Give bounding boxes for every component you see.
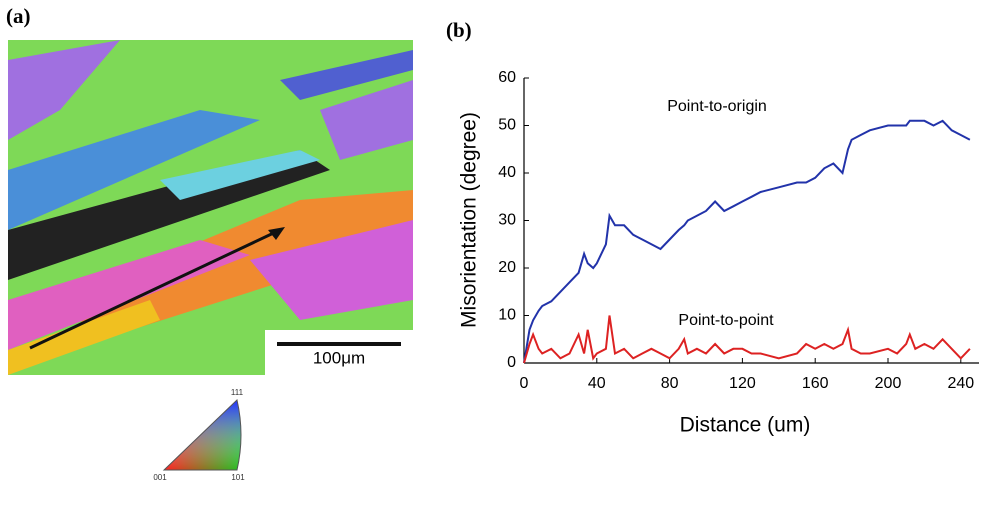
y-tick-label: 60 [498, 69, 516, 86]
triangle-label: 001 [153, 473, 167, 482]
y-tick-label: 10 [498, 307, 516, 324]
x-tick-label: 200 [875, 375, 902, 392]
x-axis-label: Distance (um) [680, 414, 811, 437]
ipf-triangle: 111 001 101 [153, 388, 245, 482]
y-tick-label: 0 [507, 354, 516, 371]
triangle-label: 111 [231, 388, 244, 397]
x-tick-label: 0 [520, 375, 529, 392]
panel-label: (b) [446, 18, 472, 42]
triangle-label: 101 [231, 473, 245, 482]
y-axis-label: Misorientation (degree) [458, 112, 481, 328]
annotation: Point-to-origin [667, 98, 767, 115]
y-tick-label: 30 [498, 212, 516, 229]
y-tick-label: 50 [498, 117, 516, 134]
scale-bar-label: 100μm [313, 348, 365, 367]
line [523, 119, 971, 364]
x-tick-label: 240 [947, 375, 974, 392]
ebsd-map: 100μm [8, 40, 413, 375]
x-tick-label: 80 [661, 375, 679, 392]
line [523, 315, 971, 364]
x-tick-label: 160 [802, 375, 829, 392]
y-tick-label: 40 [498, 164, 516, 181]
x-tick-label: 120 [729, 375, 756, 392]
panel-label: (a) [6, 4, 31, 28]
annotation: Point-to-point [678, 312, 774, 329]
x-tick-label: 40 [588, 375, 606, 392]
y-tick-label: 20 [498, 259, 516, 276]
